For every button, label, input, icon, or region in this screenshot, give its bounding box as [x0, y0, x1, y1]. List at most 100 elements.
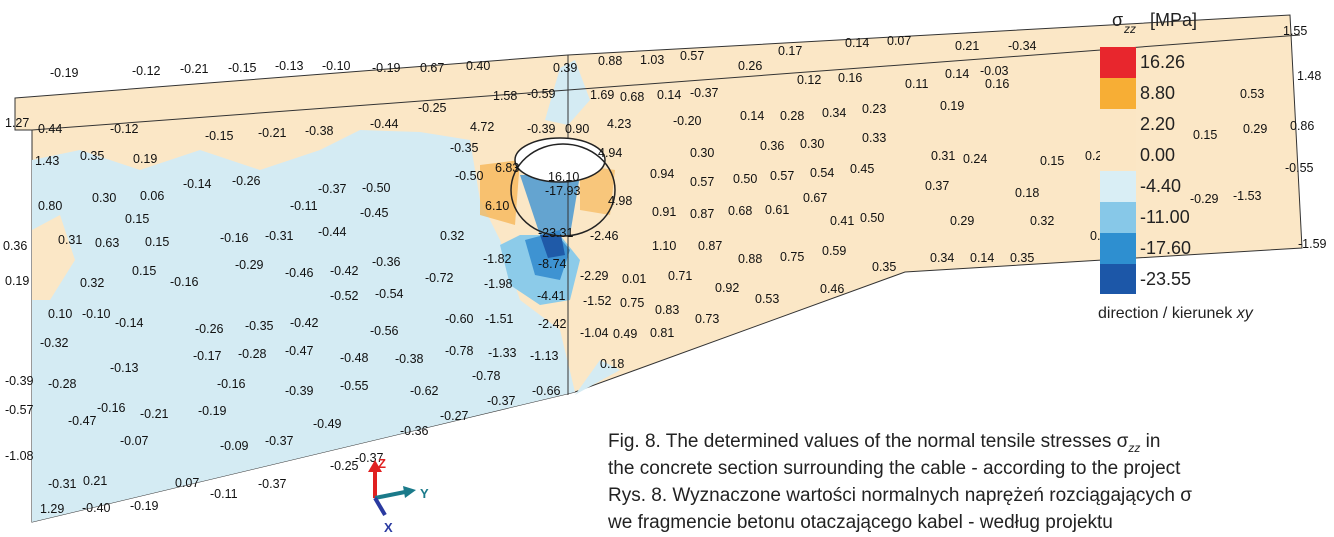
caption: Fig. 8. The determined values of the nor… [607, 431, 1192, 533]
stress-label: 0.15 [125, 212, 149, 226]
stress-label: -0.37 [487, 394, 516, 408]
legend-symbol: σ [1112, 10, 1123, 30]
stress-label: -0.36 [400, 424, 429, 438]
stress-label: -0.47 [285, 344, 314, 358]
stress-label: 0.06 [140, 189, 164, 203]
stress-label: -0.47 [68, 414, 97, 428]
stress-label: -0.14 [183, 177, 212, 191]
stress-label: -0.15 [205, 129, 234, 143]
edge [31, 89, 569, 131]
caption-line: Rys. 8. Wyznaczone wartości normalnych n… [608, 485, 1192, 506]
stress-label: -0.28 [238, 347, 267, 361]
stress-label: -0.42 [290, 316, 319, 330]
stress-label: -0.14 [115, 316, 144, 330]
legend-level: 0.00 [1140, 145, 1175, 165]
stress-label: -0.60 [445, 312, 474, 326]
legend-subscript: zz [1123, 22, 1136, 36]
stress-label: -0.16 [220, 231, 249, 245]
stress-label: 0.30 [690, 146, 714, 160]
stress-label: -0.16 [170, 275, 199, 289]
stress-label: 0.37 [925, 179, 949, 193]
stress-label: -0.25 [418, 101, 447, 115]
stress-label: -0.16 [217, 377, 246, 391]
stress-label: 6.10 [485, 199, 509, 213]
stress-label: 0.15 [1040, 154, 1064, 168]
stress-label: -0.10 [322, 59, 351, 73]
stress-label: 0.17 [778, 44, 802, 58]
stress-label: -1.51 [485, 312, 514, 326]
stress-label: 0.67 [420, 61, 444, 75]
stress-label: 0.30 [800, 137, 824, 151]
legend: σ zz [MPa] 16.268.802.200.00-4.40-11.00-… [1098, 10, 1254, 322]
caption-line: the concrete section surrounding the cab… [608, 458, 1181, 479]
stress-label: -0.59 [527, 87, 556, 101]
stress-label: -0.15 [228, 61, 257, 75]
stress-label: 0.73 [695, 312, 719, 326]
stress-label: -0.44 [370, 117, 399, 131]
stress-label: 0.87 [698, 239, 722, 253]
axis-label: Z [378, 456, 386, 471]
stress-label: 0.68 [728, 204, 752, 218]
stress-label: -0.37 [690, 86, 719, 100]
legend-level: 8.80 [1140, 83, 1175, 103]
stress-label: 0.16 [985, 77, 1009, 91]
region-negative [575, 360, 620, 395]
stress-label: -0.50 [455, 169, 484, 183]
stress-label: 0.41 [830, 214, 854, 228]
stress-label: -0.46 [285, 266, 314, 280]
stress-label: 0.07 [887, 34, 911, 48]
stress-label: -0.26 [232, 174, 261, 188]
stress-label: 0.32 [1030, 214, 1054, 228]
stress-label: 0.23 [862, 102, 886, 116]
stress-label: -0.56 [370, 324, 399, 338]
stress-label: 0.18 [1015, 186, 1039, 200]
stress-label: 0.14 [945, 67, 969, 81]
stress-label: 0.75 [780, 250, 804, 264]
stress-label: 0.29 [1243, 122, 1267, 136]
stress-label: -0.28 [48, 377, 77, 391]
stress-label: 1.29 [40, 502, 64, 516]
stress-label: 0.11 [905, 77, 928, 91]
stress-label: 0.15 [145, 235, 169, 249]
field-labels: -0.19 -0.12 -0.21 -0.15 -0.13 -0.10 -0.19 0.67 0… [3, 24, 1327, 516]
stress-label: -0.13 [110, 361, 139, 375]
region-positive [480, 160, 520, 225]
stress-label: 0.57 [770, 169, 794, 183]
region-positive [32, 215, 75, 300]
stress-label: 0.71 [668, 269, 692, 283]
stress-label: -4.41 [537, 289, 566, 303]
stress-label: 0.15 [1193, 128, 1217, 142]
stress-label: -0.39 [5, 374, 34, 388]
caption-line: we fragmencie betonu otaczającego kabel … [607, 512, 1113, 533]
stress-label: 0.61 [765, 203, 789, 217]
stress-label: -23.31 [538, 226, 573, 240]
stress-label: 0.18 [600, 357, 624, 371]
stress-label: 0.88 [738, 252, 762, 266]
stress-label: -0.16 [97, 401, 126, 415]
stress-label: 0.81 [650, 326, 674, 340]
stress-label: -1.13 [530, 349, 559, 363]
stress-label: -0.11 [210, 487, 238, 501]
stress-label: -0.42 [330, 264, 359, 278]
stress-label: 0.59 [822, 244, 846, 258]
stress-label: 0.14 [845, 36, 869, 50]
legend-note: direction / kierunek xy [1098, 305, 1254, 322]
stress-label: 1.10 [652, 239, 676, 253]
stress-label: 0.28 [780, 109, 804, 123]
stress-label: -0.72 [425, 271, 454, 285]
stress-label: 0.30 [92, 191, 116, 205]
caption-text: Fig. 8. The determined values of the nor… [608, 431, 1129, 452]
stress-label: 0.35 [80, 149, 104, 163]
stress-label: -1.52 [583, 294, 612, 308]
stress-label: -0.40 [82, 501, 111, 515]
stress-label: -0.37 [265, 434, 294, 448]
stress-label: 6.83 [495, 161, 519, 175]
stress-label: 0.07 [175, 476, 199, 490]
stress-label: 0.63 [95, 236, 119, 250]
stress-label: 0.50 [733, 172, 757, 186]
stress-label: 0.12 [797, 73, 821, 87]
stress-label: 0.39 [553, 61, 577, 75]
stress-label: 0.53 [755, 292, 779, 306]
stress-label: -1.33 [488, 346, 517, 360]
legend-level: -23.55 [1140, 269, 1191, 289]
